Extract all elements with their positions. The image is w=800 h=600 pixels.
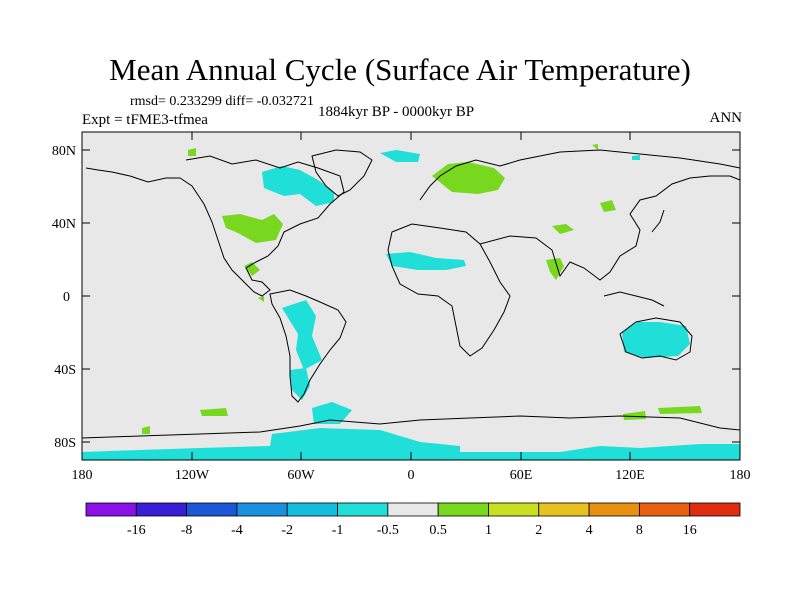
- colorbar-box: [638, 502, 691, 517]
- warm-region-central-america: [244, 262, 260, 276]
- cool-region-australia: [622, 322, 690, 358]
- coast-africa: [387, 223, 511, 357]
- cool-region-arctic: [380, 150, 420, 162]
- colorbar-box: [387, 502, 439, 517]
- warm-region-arctic-a: [188, 148, 196, 156]
- warm-region-southern-pacific: [200, 408, 228, 416]
- season-label: ANN: [709, 110, 743, 126]
- lat-label-80n: 80N: [52, 144, 76, 159]
- colorbar-label: 16: [683, 523, 697, 538]
- colorbar-box: [488, 502, 540, 517]
- colorbar-box: [689, 502, 741, 517]
- colorbar: -16 -8 -4 -2 -1 -0.5 0.5 1 2 4 8 16: [85, 502, 741, 538]
- cool-region-antarctic-peninsula: [312, 402, 352, 424]
- map-title: Mean Annual Cycle (Surface Air Temperatu…: [109, 52, 691, 87]
- colorbar-label: 2: [535, 523, 542, 538]
- warm-region-antarctic-edge: [142, 426, 150, 434]
- colorbar-label: -8: [181, 523, 193, 538]
- colorbar-label: -2: [281, 523, 293, 538]
- period-label: 1884kyr BP - 0000kyr BP: [318, 104, 475, 120]
- colorbar-label: 4: [586, 523, 593, 538]
- longitude-labels: 180 120W 60W 0 60E 120E 180: [72, 468, 751, 483]
- colorbar-box: [437, 502, 489, 517]
- coast-antarctica: [81, 415, 741, 439]
- lat-label-40n: 40N: [52, 217, 76, 232]
- warm-region-southern-ocean-a: [623, 411, 646, 420]
- colorbar-box: [538, 502, 590, 517]
- cool-anomaly-regions: [82, 150, 740, 460]
- colorbar-label: -0.5: [377, 523, 399, 538]
- cool-region-sahara: [386, 252, 466, 270]
- warm-region-india: [546, 258, 564, 280]
- lon-label-0: 0: [408, 468, 415, 483]
- colorbar-box: [186, 502, 238, 517]
- coastlines: [81, 149, 741, 439]
- colorbar-box: [85, 502, 137, 517]
- colorbar-label: -4: [231, 523, 243, 538]
- warm-region-equator: [258, 296, 264, 302]
- coast-indonesia: [603, 291, 665, 307]
- coast-south-america: [269, 289, 347, 403]
- colorbar-label: 0.5: [429, 523, 447, 538]
- lon-label-120e: 120E: [615, 468, 645, 483]
- colorbar-label: 1: [485, 523, 492, 538]
- cool-region-antarctica: [82, 428, 740, 460]
- warm-region-arabia: [552, 224, 574, 234]
- warm-region-arctic-b: [592, 144, 598, 150]
- experiment-label: Expt = tFME3-tfmea: [82, 112, 208, 128]
- warm-region-east-asia: [600, 200, 616, 212]
- colorbar-box: [337, 502, 389, 517]
- coast-asia: [479, 175, 741, 281]
- warm-region-north-america: [222, 214, 283, 243]
- latitude-labels: 80N 40N 0 40S 80S: [52, 144, 76, 451]
- stats-line: rmsd= 0.233299 diff= -0.032721: [130, 94, 314, 109]
- lon-label-180e: 180: [730, 468, 751, 483]
- coast-australia: [619, 317, 693, 361]
- coast-europe: [419, 149, 741, 201]
- coast-japan: [651, 209, 665, 233]
- colorbar-label: -16: [127, 523, 146, 538]
- lat-label-40s: 40S: [54, 363, 76, 378]
- coast-greenland: [311, 149, 373, 197]
- colorbar-label: -1: [332, 523, 344, 538]
- map-background: [82, 132, 740, 460]
- cool-region-east-asia: [632, 155, 640, 160]
- lon-label-60w: 60W: [287, 468, 315, 483]
- colorbar-label: 8: [636, 523, 643, 538]
- lon-label-60e: 60E: [510, 468, 533, 483]
- axis-ticks: [81, 132, 741, 460]
- lon-label-180w: 180: [72, 468, 93, 483]
- colorbar-box: [236, 502, 288, 517]
- colorbar-box: [286, 502, 338, 517]
- lat-label-80s: 80S: [54, 436, 76, 451]
- colorbar-box: [588, 502, 640, 517]
- cool-region-south-america: [282, 300, 322, 370]
- colorbar-box: [135, 502, 188, 517]
- warm-region-southern-ocean-b: [658, 406, 702, 414]
- cool-region-canada: [262, 166, 334, 206]
- lon-label-120w: 120W: [175, 468, 210, 483]
- lat-label-0: 0: [63, 290, 70, 305]
